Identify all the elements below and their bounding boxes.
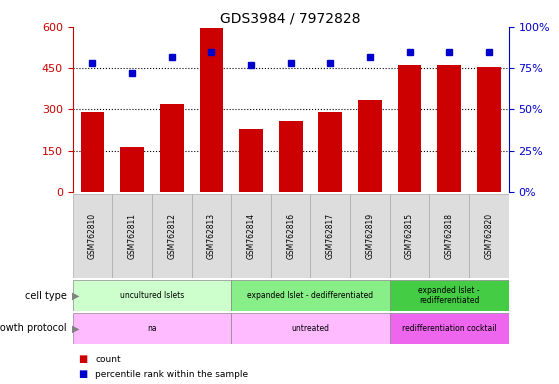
Text: GSM762812: GSM762812 <box>167 213 176 259</box>
Bar <box>319 112 342 192</box>
Text: GSM762819: GSM762819 <box>366 213 375 259</box>
Text: untreated: untreated <box>291 324 329 333</box>
FancyBboxPatch shape <box>152 194 192 278</box>
Text: expanded Islet -
redifferentiated: expanded Islet - redifferentiated <box>419 286 480 305</box>
FancyBboxPatch shape <box>390 313 509 344</box>
Text: GSM762810: GSM762810 <box>88 213 97 259</box>
FancyBboxPatch shape <box>192 194 231 278</box>
FancyBboxPatch shape <box>73 194 112 278</box>
FancyBboxPatch shape <box>310 194 350 278</box>
FancyBboxPatch shape <box>73 280 231 311</box>
Text: ■: ■ <box>78 354 88 364</box>
Text: GSM762816: GSM762816 <box>286 213 295 259</box>
FancyBboxPatch shape <box>350 194 390 278</box>
FancyBboxPatch shape <box>271 194 310 278</box>
Title: GDS3984 / 7972828: GDS3984 / 7972828 <box>220 12 361 26</box>
Bar <box>279 121 302 192</box>
FancyBboxPatch shape <box>231 313 390 344</box>
Text: cell type: cell type <box>25 291 67 301</box>
Text: expanded Islet - dedifferentiated: expanded Islet - dedifferentiated <box>248 291 373 300</box>
Text: growth protocol: growth protocol <box>0 323 67 333</box>
Text: percentile rank within the sample: percentile rank within the sample <box>95 370 248 379</box>
Bar <box>358 100 382 192</box>
Bar <box>80 112 105 192</box>
Text: GSM762814: GSM762814 <box>247 213 255 259</box>
Text: GSM762820: GSM762820 <box>484 213 494 259</box>
Text: ■: ■ <box>78 369 88 379</box>
Bar <box>200 28 223 192</box>
Bar <box>397 65 421 192</box>
Bar <box>239 129 263 192</box>
Text: ▶: ▶ <box>72 323 79 333</box>
FancyBboxPatch shape <box>390 194 429 278</box>
Text: redifferentiation cocktail: redifferentiation cocktail <box>402 324 496 333</box>
FancyBboxPatch shape <box>390 280 509 311</box>
Text: ▶: ▶ <box>72 291 79 301</box>
Bar <box>120 147 144 192</box>
Text: GSM762813: GSM762813 <box>207 213 216 259</box>
FancyBboxPatch shape <box>429 194 469 278</box>
Text: GSM762811: GSM762811 <box>127 213 136 259</box>
Text: na: na <box>147 324 157 333</box>
Bar <box>437 65 461 192</box>
FancyBboxPatch shape <box>73 313 231 344</box>
Bar <box>477 67 501 192</box>
Text: GSM762818: GSM762818 <box>445 213 454 259</box>
Text: uncultured Islets: uncultured Islets <box>120 291 184 300</box>
Text: GSM762817: GSM762817 <box>326 213 335 259</box>
FancyBboxPatch shape <box>231 280 390 311</box>
FancyBboxPatch shape <box>469 194 509 278</box>
Text: count: count <box>95 354 121 364</box>
FancyBboxPatch shape <box>112 194 152 278</box>
Text: GSM762815: GSM762815 <box>405 213 414 259</box>
Bar <box>160 104 184 192</box>
FancyBboxPatch shape <box>231 194 271 278</box>
